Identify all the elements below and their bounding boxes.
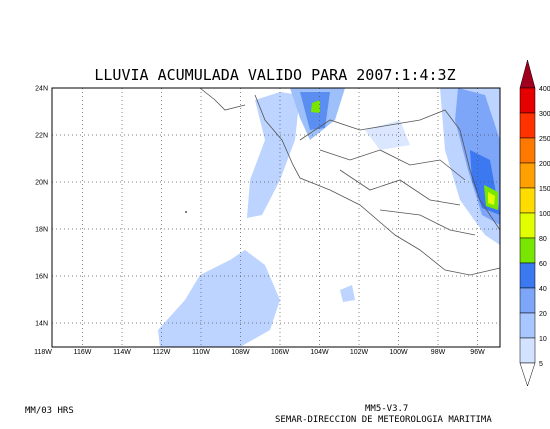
colorbar-box xyxy=(519,137,536,164)
colorbar-box xyxy=(519,337,536,364)
colorbar-box xyxy=(519,187,536,214)
lon-label: 98W xyxy=(431,349,446,356)
footer-left: MM/03 HRS xyxy=(25,406,74,416)
lon-label: 104W xyxy=(310,349,329,356)
lon-label: 114W xyxy=(113,349,131,356)
colorbar-box xyxy=(519,312,536,339)
footer-credit: SEMAR-DIRECCION DE METEOROLOGIA MARITIMA xyxy=(275,415,492,425)
lon-label: 112W xyxy=(153,349,171,356)
colorbar: 400 300 250 200 150 100 80 60 40 20 10 5 xyxy=(519,59,550,387)
lon-label: 116W xyxy=(74,349,92,356)
colorbar-label: 200 xyxy=(539,161,550,168)
colorbar-label: 400 xyxy=(539,86,550,93)
colorbar-label: 40 xyxy=(539,286,547,293)
colorbar-box xyxy=(519,287,536,314)
colorbar-cap xyxy=(519,59,536,89)
colorbar-box xyxy=(519,212,536,239)
colorbar-label: 20 xyxy=(539,311,547,318)
map-title: LLUVIA ACUMULADA VALIDO PARA 2007:1:4:3Z xyxy=(94,66,455,84)
colorbar-box xyxy=(519,237,536,264)
footer-model: MM5-V3.7 xyxy=(365,404,408,414)
lon-label: 96W xyxy=(470,349,485,356)
colorbar-label: 250 xyxy=(539,136,550,143)
colorbar-label: 60 xyxy=(539,261,547,268)
map-area xyxy=(51,87,501,348)
lon-label: 110W xyxy=(192,349,210,356)
colorbar-label: 80 xyxy=(539,236,547,243)
colorbar-label: 10 xyxy=(539,336,547,343)
lat-label: 18N xyxy=(35,227,48,234)
map-frame xyxy=(51,87,501,348)
colorbar-label: 5 xyxy=(539,361,543,368)
lon-label: 100W xyxy=(389,349,408,356)
coastline xyxy=(185,87,501,276)
graticule xyxy=(52,88,500,347)
lon-label: 118W xyxy=(34,349,52,356)
lat-label: 20N xyxy=(35,180,48,187)
colorbar-cap xyxy=(519,362,536,387)
lon-label: 106W xyxy=(271,349,290,356)
colorbar-label: 150 xyxy=(539,186,550,193)
colorbar-label: 300 xyxy=(539,111,550,118)
lat-label: 14N xyxy=(35,321,48,328)
colorbar-label: 100 xyxy=(539,211,550,218)
colorbar-box xyxy=(519,112,536,139)
colorbar-box xyxy=(519,262,536,289)
lat-label: 24N xyxy=(35,86,48,93)
lat-label: 22N xyxy=(35,133,48,140)
lon-label: 102W xyxy=(350,349,369,356)
colorbar-box xyxy=(519,162,536,189)
lon-label: 108W xyxy=(231,349,250,356)
colorbar-box xyxy=(519,87,536,114)
lat-label: 16N xyxy=(35,274,48,281)
